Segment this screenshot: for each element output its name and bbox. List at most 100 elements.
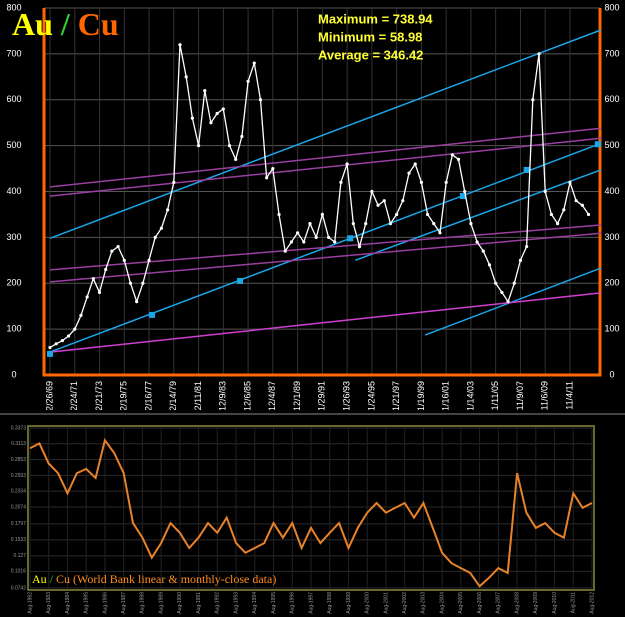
- axis-frame: [42, 8, 602, 377]
- data-point: [407, 171, 411, 175]
- caption-part: Au: [32, 572, 47, 586]
- y-tick-label: 300: [6, 232, 21, 242]
- x-tick-label: Aug-2010: [552, 592, 558, 614]
- data-point: [141, 281, 145, 285]
- x-tick-label: Aug-2009: [533, 592, 539, 614]
- chart-title: Au / Cu: [12, 6, 119, 42]
- x-tick-label: 12/19/75: [119, 381, 129, 410]
- data-point: [568, 180, 572, 184]
- y-tick-label: 500: [6, 140, 21, 150]
- data-point: [147, 258, 151, 262]
- x-tick-label: 11/11/05: [490, 381, 500, 410]
- data-point: [487, 263, 492, 267]
- data-point: [438, 231, 442, 235]
- data-line: [29, 437, 593, 588]
- x-tick-label: Aug-1985: [84, 592, 90, 614]
- y-tick-label: 400: [6, 186, 21, 196]
- data-point: [135, 300, 139, 304]
- data-point: [339, 180, 343, 184]
- data-point: [401, 199, 405, 203]
- data-point: [586, 212, 591, 217]
- data-point: [456, 157, 461, 161]
- data-point: [351, 222, 355, 226]
- x-tick-label: Aug-1992: [215, 592, 221, 614]
- data-point: [271, 166, 275, 171]
- data-point: [66, 334, 71, 338]
- data-point: [382, 199, 386, 203]
- data-point: [172, 180, 176, 184]
- y-tick-label: 0.2853: [11, 457, 27, 463]
- data-point: [277, 212, 281, 217]
- data-point: [543, 189, 547, 194]
- data-point: [444, 180, 448, 184]
- y2-tick-label: 100: [604, 324, 619, 334]
- x-tick-label: 12/16/77: [143, 381, 153, 410]
- x-tick-label: Aug-2012: [589, 592, 595, 614]
- y-tick-label: 600: [6, 94, 21, 104]
- x-tick-label: Aug-2011: [571, 592, 577, 614]
- background: [0, 410, 625, 617]
- x-tick-label: 12/6/85: [242, 381, 252, 410]
- data-point: [240, 134, 244, 139]
- x-tick-label: Aug-1999: [346, 592, 352, 614]
- data-point: [289, 240, 294, 244]
- data-point: [555, 222, 560, 226]
- marker: [237, 277, 244, 284]
- caption-part: /: [47, 572, 56, 586]
- frame: [27, 425, 595, 591]
- data-point: [104, 267, 108, 272]
- y2-tick-label: 400: [604, 186, 619, 196]
- marker: [347, 235, 354, 242]
- marker: [523, 166, 530, 173]
- trend-line: [49, 127, 601, 188]
- x-tick-label: Aug-1986: [102, 592, 108, 614]
- y-tick-label: 0.1016: [11, 569, 27, 575]
- data-point: [494, 281, 498, 285]
- y-tick-label: 0.3113: [11, 441, 26, 447]
- x-tick-label: Aug-2008: [514, 592, 520, 614]
- trend-line: [49, 232, 601, 283]
- data-point: [370, 189, 374, 194]
- data-point: [376, 203, 380, 207]
- x-tick-label: 12/24/71: [69, 381, 79, 410]
- x-tick-label: Aug-1989: [158, 592, 164, 614]
- annotation: Average = 346.42: [318, 47, 423, 62]
- title-part: Au: [12, 6, 53, 42]
- data-point: [469, 222, 473, 226]
- data-point: [283, 249, 287, 253]
- x-tick-label: Aug-2004: [439, 592, 445, 614]
- x-tick-label: 12/4/87: [267, 381, 277, 410]
- data-point: [265, 176, 269, 180]
- y-tick-label: 0.2074: [11, 504, 27, 510]
- x-tick-label: Aug-2006: [477, 592, 483, 614]
- data-point: [432, 222, 436, 226]
- x-tick-label: Aug-2007: [496, 592, 502, 614]
- background: [0, 0, 625, 410]
- data-point: [227, 144, 232, 148]
- x-tick-label: Aug-2005: [458, 592, 464, 614]
- y2-tick-label: 700: [604, 48, 619, 58]
- x-tick-label: 12/11/81: [193, 381, 203, 410]
- x-tick-label: 12/14/79: [168, 381, 178, 410]
- data-point: [413, 162, 417, 166]
- trend-line: [49, 29, 602, 240]
- y-tick-label: 100: [6, 324, 21, 334]
- data-point: [574, 199, 578, 203]
- data-point: [246, 79, 250, 83]
- annotation: Minimum = 58.98: [318, 29, 422, 44]
- x-tick-label: 11/29/91: [317, 381, 327, 410]
- x-tick-label: 11/4/11: [564, 381, 574, 410]
- x-tick-label: 11/24/95: [366, 381, 376, 410]
- data-point: [79, 313, 83, 317]
- title-part: /: [60, 6, 71, 42]
- data-point: [190, 116, 194, 120]
- data-point: [562, 208, 566, 212]
- data-point: [116, 244, 120, 249]
- data-point: [580, 203, 584, 207]
- data-point: [73, 327, 77, 331]
- x-tick-label: 11/16/01: [441, 381, 451, 410]
- y-tick-label: 0: [11, 369, 16, 379]
- x-tick-label: Aug-1998: [327, 592, 333, 614]
- marker: [594, 141, 601, 148]
- bottom-chart: 0.0742 0.1016 0.127 0.1533 0.1797 0.2074 0.233…: [0, 410, 625, 617]
